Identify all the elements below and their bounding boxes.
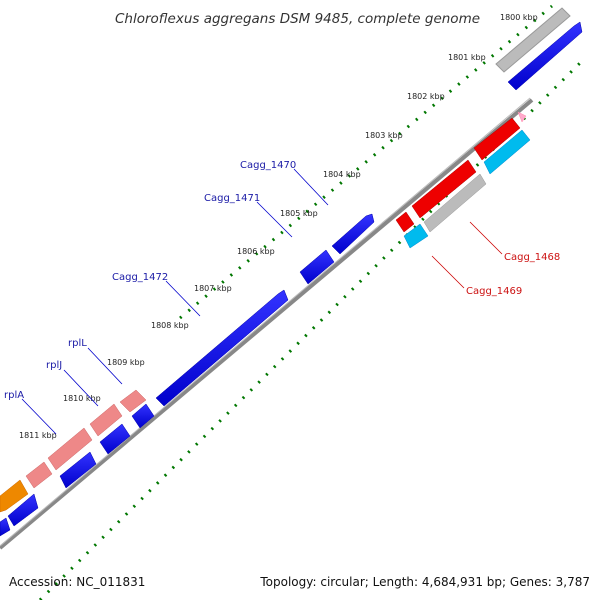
gene-label-cagg-1472[interactable]: Cagg_1472 <box>112 272 168 283</box>
gene-label-cagg-1468[interactable]: Cagg_1468 <box>504 252 560 263</box>
gene-label-leader <box>87 347 123 385</box>
gene-arrow[interactable] <box>517 111 527 123</box>
gene-arrow[interactable] <box>89 403 123 437</box>
accession-text: Accession: NC_011831 <box>9 575 145 589</box>
outer-tick-ring <box>179 4 553 320</box>
gene-arrow[interactable] <box>299 249 335 285</box>
gene-arrow[interactable] <box>47 427 93 471</box>
kbp-label: 1811 kbp <box>19 431 57 440</box>
kbp-label: 1807 kbp <box>194 284 232 293</box>
gene-labels-forward: Cagg_1470 Cagg_1471 Cagg_1472 rplL rplJ … <box>4 160 329 435</box>
gene-arrow[interactable] <box>59 451 97 489</box>
reverse-strand-genes <box>395 111 531 249</box>
gene-arrow[interactable] <box>7 493 39 527</box>
ribosomal-genes <box>25 389 147 489</box>
gene-label-leader <box>431 255 465 289</box>
gene-arrow[interactable] <box>155 289 289 407</box>
genome-summary-text: Topology: circular; Length: 4,684,931 bp… <box>259 575 590 589</box>
gene-arrow[interactable] <box>331 213 375 255</box>
gene-labels-reverse: Cagg_1468 Cagg_1469 <box>431 221 560 297</box>
gene-arrow[interactable] <box>411 159 477 219</box>
kbp-label: 1801 kbp <box>448 53 486 62</box>
gene-label-cagg-1471[interactable]: Cagg_1471 <box>204 193 260 204</box>
kbp-label: 1810 kbp <box>63 394 101 403</box>
kbp-label: 1806 kbp <box>237 247 275 256</box>
kbp-label: 1805 kbp <box>280 209 318 218</box>
gene-label-rplJ[interactable]: rplJ <box>46 360 62 371</box>
kbp-label: 1808 kbp <box>151 321 189 330</box>
gene-label-rplL[interactable]: rplL <box>68 338 87 349</box>
gene-arrow[interactable] <box>131 403 155 429</box>
gene-arrow[interactable] <box>507 21 583 91</box>
genome-backbone <box>0 97 534 550</box>
gene-arrow[interactable] <box>423 173 487 233</box>
kbp-label: 1804 kbp <box>323 170 361 179</box>
gene-label-leader <box>165 280 201 317</box>
gene-label-cagg-1470[interactable]: Cagg_1470 <box>240 160 296 171</box>
gene-arrow[interactable] <box>119 389 147 413</box>
gene-arrow[interactable] <box>395 211 415 233</box>
gene-arrow[interactable] <box>25 461 53 489</box>
gene-arrow[interactable] <box>0 517 11 537</box>
kbp-label: 1803 kbp <box>365 131 403 140</box>
forward-strand-genes <box>0 213 375 537</box>
gene-arrow[interactable] <box>483 129 531 175</box>
grey-feature-top[interactable] <box>495 7 571 73</box>
kbp-label: 1802 kbp <box>407 92 445 101</box>
gene-label-leader <box>63 369 99 407</box>
gene-arrow[interactable] <box>403 223 429 249</box>
gene-label-cagg-1469[interactable]: Cagg_1469 <box>466 286 522 297</box>
kbp-labels: 1800 kbp 1801 kbp 1802 kbp 1803 kbp 1804… <box>19 13 538 440</box>
map-title: Chloroflexus aggregans DSM 9485, complet… <box>115 11 480 27</box>
kbp-label: 1809 kbp <box>107 358 145 367</box>
gene-label-leader <box>469 221 503 255</box>
gene-arrow[interactable] <box>99 423 131 455</box>
gene-label-leader <box>293 168 329 206</box>
gene-arrow[interactable] <box>473 117 521 161</box>
gene-label-leader <box>256 201 293 238</box>
gene-label-rplA[interactable]: rplA <box>4 390 24 401</box>
orange-gene[interactable] <box>0 479 29 513</box>
gene-label-leader <box>21 398 57 435</box>
kbp-label: 1800 kbp <box>500 13 538 22</box>
